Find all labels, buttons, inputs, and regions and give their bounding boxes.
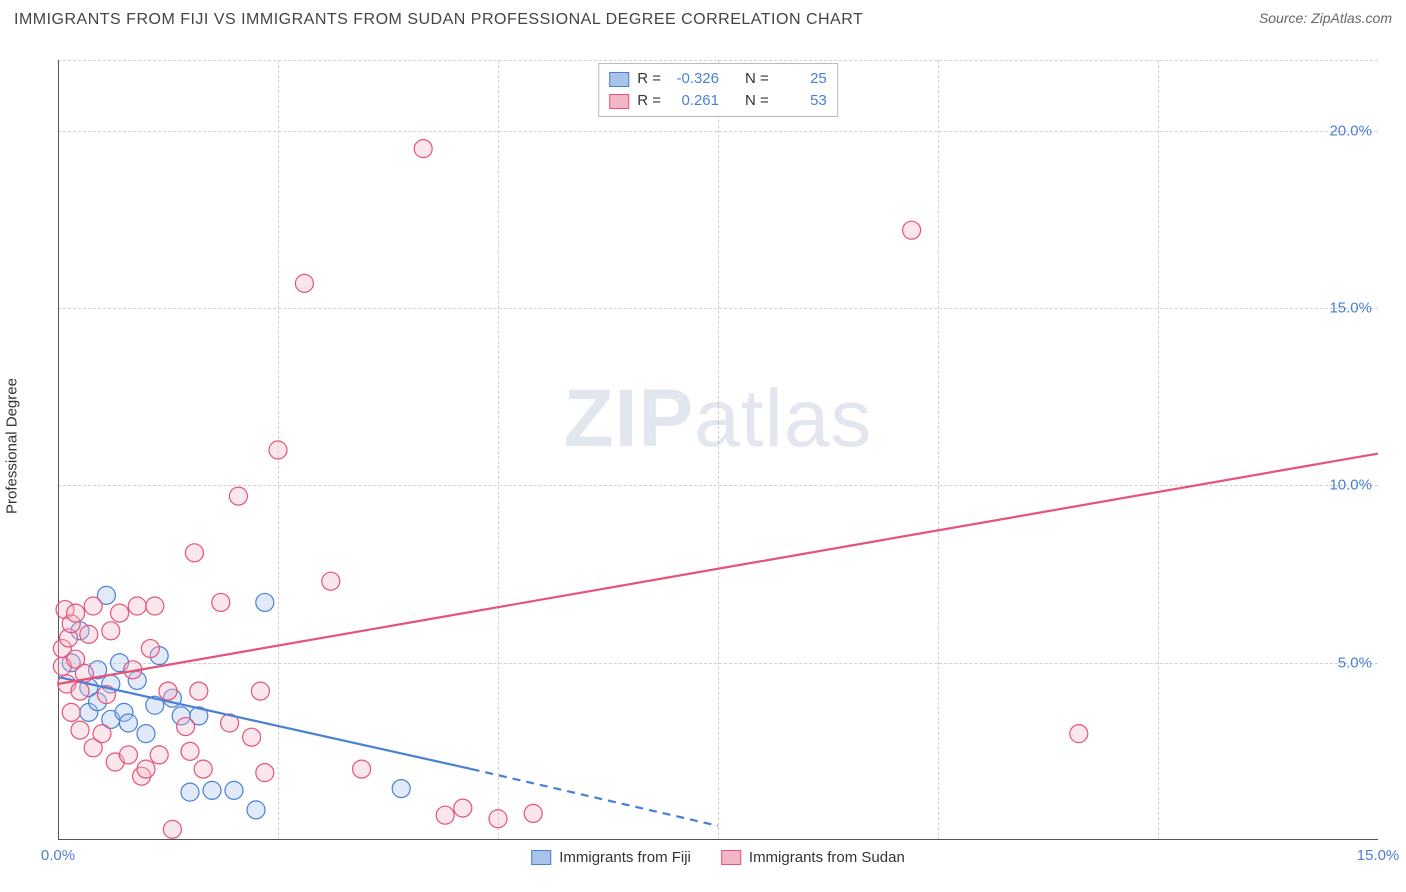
data-point-fiji (119, 714, 137, 732)
series-legend: Immigrants from Fiji Immigrants from Sud… (531, 849, 905, 866)
ytick-label: 20.0% (1329, 122, 1372, 139)
data-point-sudan (102, 622, 120, 640)
data-point-sudan (71, 682, 89, 700)
data-point-sudan (454, 799, 472, 817)
r-value-fiji: -0.326 (669, 68, 719, 90)
data-point-sudan (256, 764, 274, 782)
legend-item-sudan: Immigrants from Sudan (721, 849, 905, 866)
r-value-sudan: 0.261 (669, 90, 719, 112)
regression-line-dashed-fiji (472, 769, 718, 826)
data-point-sudan (489, 810, 507, 828)
data-point-sudan (62, 703, 80, 721)
title-bar: IMMIGRANTS FROM FIJI VS IMMIGRANTS FROM … (0, 0, 1406, 40)
plot-svg (58, 60, 1378, 840)
swatch-fiji-bottom (531, 850, 551, 865)
data-point-sudan (163, 820, 181, 838)
data-point-sudan (80, 625, 98, 643)
data-point-sudan (353, 760, 371, 778)
ytick-label: 5.0% (1338, 654, 1372, 671)
data-point-sudan (269, 441, 287, 459)
n-label-fiji: N = (745, 68, 769, 90)
data-point-sudan (137, 760, 155, 778)
swatch-fiji (609, 72, 629, 87)
data-point-sudan (93, 725, 111, 743)
n-label-sudan: N = (745, 90, 769, 112)
chart-title: IMMIGRANTS FROM FIJI VS IMMIGRANTS FROM … (14, 11, 863, 29)
n-value-sudan: 53 (777, 90, 827, 112)
data-point-sudan (212, 593, 230, 611)
ytick-label: 15.0% (1329, 300, 1372, 317)
data-point-sudan (1070, 725, 1088, 743)
data-point-sudan (322, 572, 340, 590)
data-point-sudan (150, 746, 168, 764)
data-point-sudan (436, 806, 454, 824)
data-point-sudan (185, 544, 203, 562)
xtick-label: 15.0% (1357, 847, 1400, 864)
chart-container: IMMIGRANTS FROM FIJI VS IMMIGRANTS FROM … (0, 0, 1406, 892)
data-point-fiji (203, 781, 221, 799)
ytick-label: 10.0% (1329, 477, 1372, 494)
data-point-fiji (137, 725, 155, 743)
data-point-sudan (524, 804, 542, 822)
r-label-fiji: R = (637, 68, 661, 90)
data-point-fiji (392, 780, 410, 798)
correlation-legend: R = -0.326 N = 25 R = 0.261 N = 53 (598, 63, 838, 117)
data-point-sudan (194, 760, 212, 778)
data-point-sudan (146, 597, 164, 615)
data-point-fiji (247, 801, 265, 819)
legend-row-fiji: R = -0.326 N = 25 (609, 68, 827, 90)
data-point-sudan (414, 140, 432, 158)
series-label-sudan: Immigrants from Sudan (749, 849, 905, 866)
n-value-fiji: 25 (777, 68, 827, 90)
data-point-fiji (225, 781, 243, 799)
data-point-fiji (256, 593, 274, 611)
data-point-sudan (190, 682, 208, 700)
r-label-sudan: R = (637, 90, 661, 112)
legend-row-sudan: R = 0.261 N = 53 (609, 90, 827, 112)
plot-area: ZIPatlas R = -0.326 N = 25 R = 0.261 N =… (58, 60, 1378, 840)
source-prefix: Source: (1259, 10, 1311, 26)
data-point-sudan (128, 597, 146, 615)
data-point-sudan (159, 682, 177, 700)
swatch-sudan (609, 94, 629, 109)
source-label: Source: ZipAtlas.com (1259, 10, 1392, 26)
data-point-sudan (243, 728, 261, 746)
legend-item-fiji: Immigrants from Fiji (531, 849, 691, 866)
y-axis-label: Professional Degree (4, 378, 21, 514)
data-point-sudan (84, 597, 102, 615)
data-point-sudan (71, 721, 89, 739)
data-point-sudan (903, 221, 921, 239)
data-point-sudan (295, 274, 313, 292)
data-point-sudan (67, 604, 85, 622)
data-point-sudan (141, 640, 159, 658)
data-point-sudan (181, 742, 199, 760)
source-name: ZipAtlas.com (1311, 10, 1392, 26)
xtick-label: 0.0% (41, 847, 75, 864)
regression-line-sudan (58, 454, 1378, 684)
data-point-sudan (177, 718, 195, 736)
data-point-sudan (229, 487, 247, 505)
data-point-sudan (119, 746, 137, 764)
swatch-sudan-bottom (721, 850, 741, 865)
data-point-sudan (251, 682, 269, 700)
series-label-fiji: Immigrants from Fiji (559, 849, 691, 866)
data-point-sudan (111, 604, 129, 622)
data-point-fiji (181, 783, 199, 801)
